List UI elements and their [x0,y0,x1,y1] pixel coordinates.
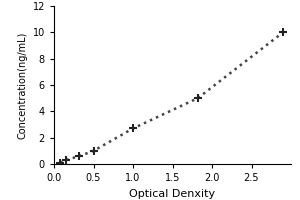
Y-axis label: Concentration(ng/mL): Concentration(ng/mL) [17,31,27,139]
X-axis label: Optical Denxity: Optical Denxity [129,189,216,199]
